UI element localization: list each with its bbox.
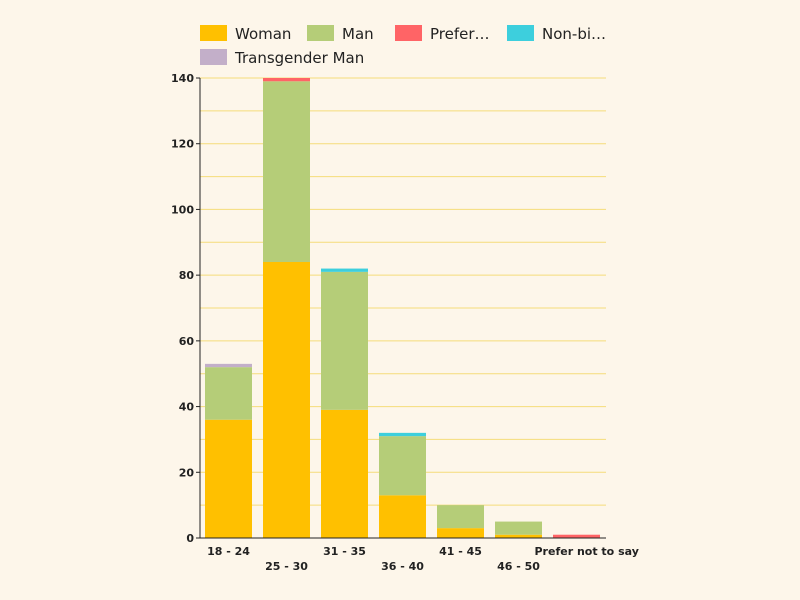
- y-tick-label: 60: [179, 335, 195, 348]
- bar-segment[interactable]: [495, 521, 542, 535]
- bar-segment[interactable]: [263, 78, 310, 82]
- bar-segment[interactable]: [553, 534, 600, 538]
- bar-segment[interactable]: [379, 432, 426, 437]
- axes: 0 20 40 60 80 100 120 140 18 - 24 25 - 30 31 - 35 3…: [171, 72, 639, 573]
- legend-item[interactable]: Woman: [200, 25, 291, 43]
- bar-segment[interactable]: [205, 367, 252, 420]
- bar-segment[interactable]: [379, 436, 426, 496]
- legend-label: Man: [342, 25, 374, 43]
- bar-segment[interactable]: [379, 495, 426, 538]
- bar-segment[interactable]: [205, 419, 252, 538]
- legend-item[interactable]: Man: [307, 25, 374, 43]
- x-tick-label: 36 - 40: [381, 560, 424, 573]
- bar-segment[interactable]: [321, 268, 368, 272]
- bar-segment[interactable]: [321, 271, 368, 410]
- x-tick-label: Prefer not to say: [535, 545, 639, 558]
- y-tick-label: 0: [186, 532, 194, 545]
- legend-item[interactable]: Prefer…: [395, 25, 490, 43]
- legend-label: Transgender Man: [234, 49, 364, 67]
- legend-swatch: [200, 49, 227, 65]
- legend-swatch: [200, 25, 227, 41]
- bar-segment[interactable]: [263, 262, 310, 538]
- legend-swatch: [395, 25, 422, 41]
- legend-item[interactable]: Transgender Man: [200, 49, 364, 67]
- legend-label: Prefer…: [430, 25, 490, 43]
- bar-segment[interactable]: [495, 534, 542, 538]
- legend-swatch: [307, 25, 334, 41]
- y-tick-label: 100: [171, 203, 194, 216]
- legend-swatch: [507, 25, 534, 41]
- bars: [205, 78, 600, 538]
- y-tick-label: 20: [179, 466, 195, 479]
- y-tick-label: 80: [179, 269, 195, 282]
- x-tick-label: 31 - 35: [323, 545, 366, 558]
- legend-label: Woman: [235, 25, 291, 43]
- x-tick-label: 41 - 45: [439, 545, 482, 558]
- bar-segment[interactable]: [437, 505, 484, 529]
- legend[interactable]: Woman Man Prefer… Non-bi… Transgender Man: [200, 25, 606, 67]
- bar-segment[interactable]: [263, 81, 310, 263]
- x-tick-label: 25 - 30: [265, 560, 308, 573]
- x-tick-label: 46 - 50: [497, 560, 540, 573]
- bar-segment[interactable]: [205, 363, 252, 368]
- y-tick-label: 120: [171, 138, 194, 151]
- legend-item[interactable]: Non-bi…: [507, 25, 606, 43]
- y-tick-label: 140: [171, 72, 194, 85]
- legend-label: Non-bi…: [542, 25, 606, 43]
- x-tick-label: 18 - 24: [207, 545, 250, 558]
- y-tick-label: 40: [179, 401, 195, 414]
- bar-segment[interactable]: [437, 528, 484, 538]
- bar-segment[interactable]: [321, 409, 368, 538]
